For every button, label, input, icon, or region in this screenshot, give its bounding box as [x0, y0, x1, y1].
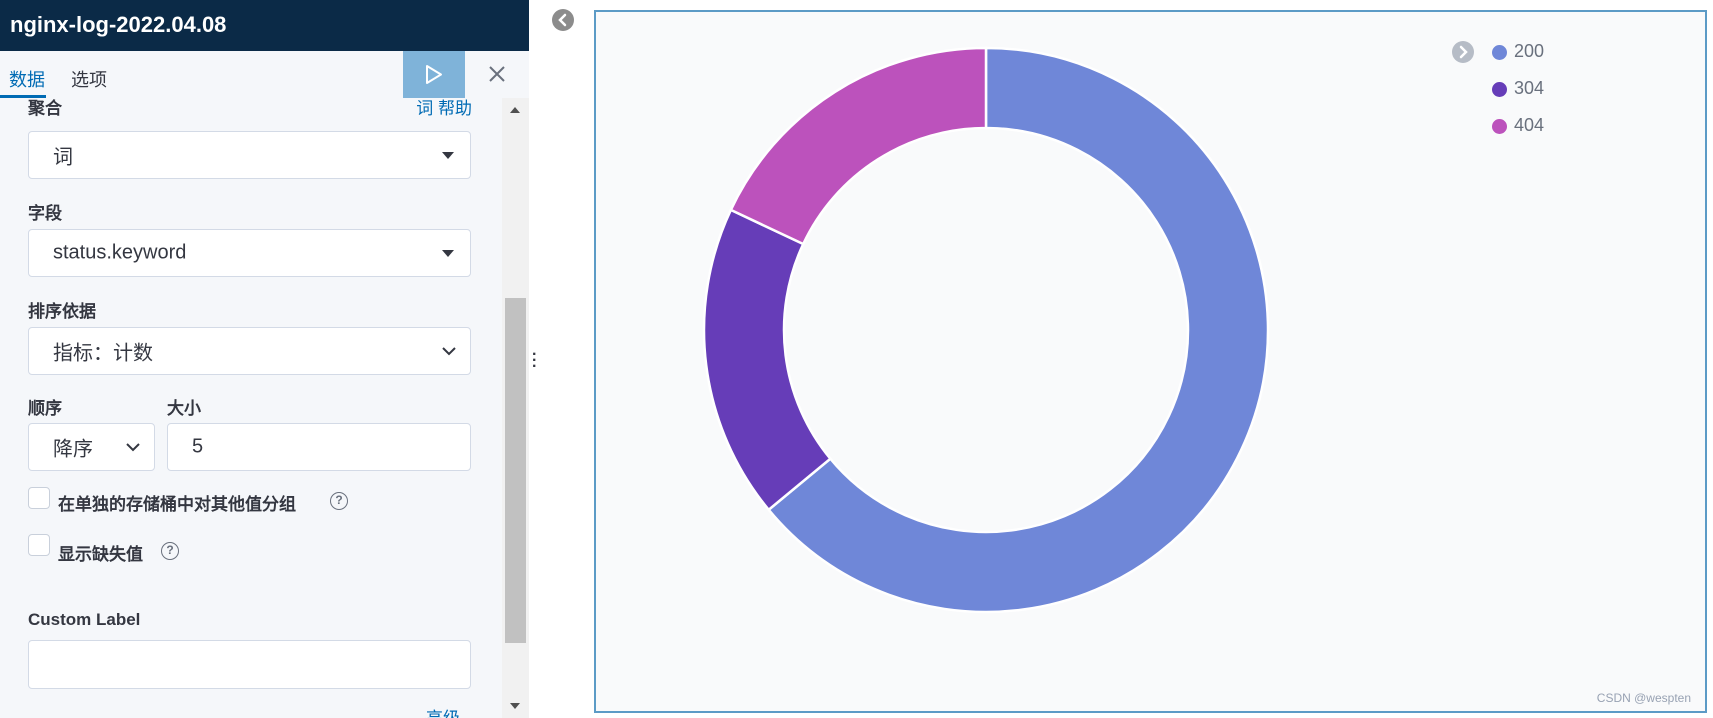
- field-select[interactable]: status.keyword: [28, 229, 471, 277]
- aggregation-value: 词: [53, 146, 73, 169]
- tab-data[interactable]: 数据: [9, 70, 45, 90]
- group-other-label: 在单独的存储桶中对其他值分组: [58, 495, 296, 514]
- donut-slice-404[interactable]: [729, 46, 988, 246]
- chevron-right-icon: [1459, 45, 1468, 59]
- order-by-value: 指标：计数: [53, 342, 153, 365]
- custom-label-input[interactable]: [28, 640, 471, 689]
- play-icon: [426, 65, 442, 84]
- scroll-down-arrow[interactable]: [510, 703, 520, 709]
- bucket-config-form: 聚合 词 帮助 词 字段 status.keyword 排序依据 指标：计数 顺…: [0, 98, 502, 718]
- order-select[interactable]: 降序: [28, 423, 155, 471]
- field-value: status.keyword: [53, 241, 187, 264]
- order-by-select[interactable]: 指标：计数: [28, 327, 471, 375]
- scroll-thumb[interactable]: [505, 298, 526, 643]
- caret-down-icon: [442, 250, 454, 257]
- size-input[interactable]: 5: [167, 423, 471, 471]
- field-label: 字段: [28, 204, 62, 223]
- visualization-panel: 200 304 404 CSDN @wespten: [594, 10, 1707, 713]
- legend-label: 200: [1514, 41, 1545, 61]
- group-other-checkbox[interactable]: [28, 487, 50, 509]
- apply-changes-button[interactable]: [403, 51, 465, 98]
- size-value: 5: [192, 435, 204, 458]
- close-editor-button[interactable]: [484, 61, 510, 87]
- show-missing-label: 显示缺失值: [58, 545, 143, 564]
- help-icon[interactable]: ?: [161, 542, 179, 560]
- order-by-label: 排序依据: [28, 302, 96, 321]
- help-icon[interactable]: ?: [330, 492, 348, 510]
- donut-slice-200[interactable]: [766, 46, 1270, 614]
- panel-resize-handle[interactable]: · · ·: [532, 346, 538, 375]
- watermark: CSDN @wespten: [1596, 691, 1691, 705]
- legend-label: 304: [1514, 78, 1545, 98]
- form-scrollbar[interactable]: [502, 98, 529, 718]
- active-tab-indicator: [0, 95, 46, 98]
- advanced-toggle-link[interactable]: ◂高级: [420, 704, 460, 718]
- index-pattern-title: nginx-log-2022.04.08: [10, 12, 227, 37]
- caret-down-icon: [442, 152, 454, 159]
- aggregation-label: 聚合: [28, 99, 62, 118]
- legend-swatch: [1492, 45, 1507, 60]
- order-value: 降序: [53, 438, 93, 461]
- collapse-sidebar-button[interactable]: [552, 9, 574, 31]
- custom-label-label: Custom Label: [28, 610, 141, 629]
- aggregation-help-link[interactable]: 词 帮助: [416, 99, 472, 118]
- donut-chart[interactable]: [596, 12, 1705, 711]
- editor-sidebar: nginx-log-2022.04.08 数据 选项 聚合 词 帮助 词 字段 …: [0, 0, 529, 718]
- legend-toggle-button[interactable]: [1452, 41, 1474, 63]
- close-icon: [489, 66, 505, 82]
- caret-left-icon: ◂: [420, 713, 426, 718]
- donut-slice-304[interactable]: [702, 208, 833, 512]
- legend-swatch: [1492, 82, 1507, 97]
- order-label: 顺序: [28, 399, 62, 418]
- aggregation-select[interactable]: 词: [28, 131, 471, 179]
- chevron-down-icon: [126, 443, 140, 452]
- advanced-toggle-label: 高级: [426, 709, 460, 718]
- chevron-left-icon: [558, 13, 567, 27]
- show-missing-checkbox[interactable]: [28, 534, 50, 556]
- editor-tabs: 数据 选项: [0, 51, 529, 98]
- chevron-down-icon: [442, 347, 456, 356]
- index-title-bar: nginx-log-2022.04.08: [0, 0, 529, 51]
- tab-options[interactable]: 选项: [71, 70, 107, 90]
- legend-label: 404: [1514, 115, 1545, 135]
- legend-swatch: [1492, 119, 1507, 134]
- size-label: 大小: [167, 399, 201, 418]
- scroll-up-arrow[interactable]: [510, 107, 520, 113]
